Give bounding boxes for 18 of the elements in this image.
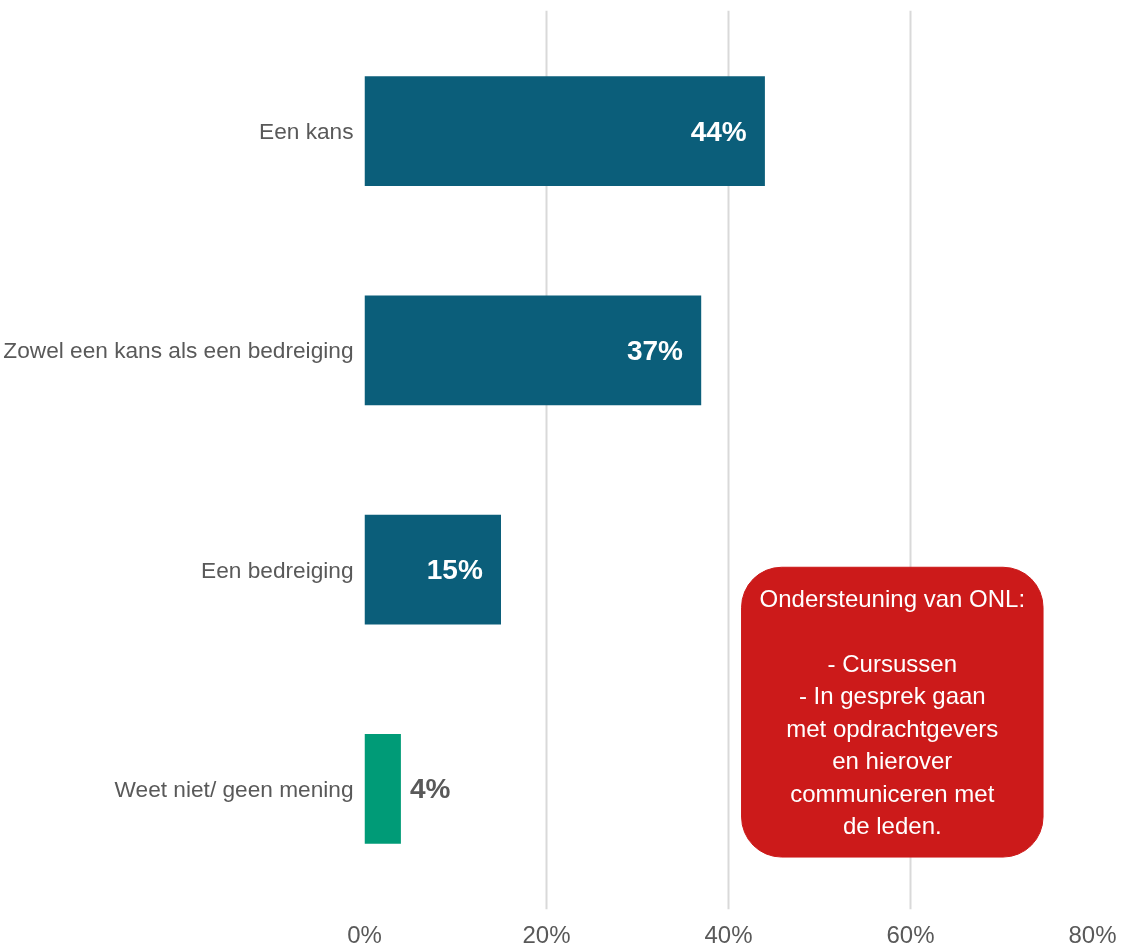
bar [364,295,702,406]
y-tick-label: Weet niet/ geen mening [114,775,354,802]
x-tick-label: 60% [886,920,935,948]
bar [364,734,401,844]
x-tick-label: 20% [522,920,571,948]
bar [364,514,501,625]
data-label: 15% [426,554,483,586]
y-tick-label: Zowel een kans als een bedreiging [3,337,354,364]
x-tick-label: 40% [704,920,753,948]
x-tick-label: 80% [1068,920,1117,948]
data-label: 4% [410,773,451,805]
y-tick-label: Een bedreiging [201,556,354,583]
y-tick-label: Een kans [259,118,354,145]
data-label: 37% [626,334,684,366]
text: Ondersteuning van ONL: - Cursussen - In gesprek gaan met opdrachtgevers en hierover communiceren met de leden. [759,585,1026,840]
data-label: 44% [690,115,747,147]
x-tick-label: 0% [347,920,382,948]
bar [364,76,765,186]
